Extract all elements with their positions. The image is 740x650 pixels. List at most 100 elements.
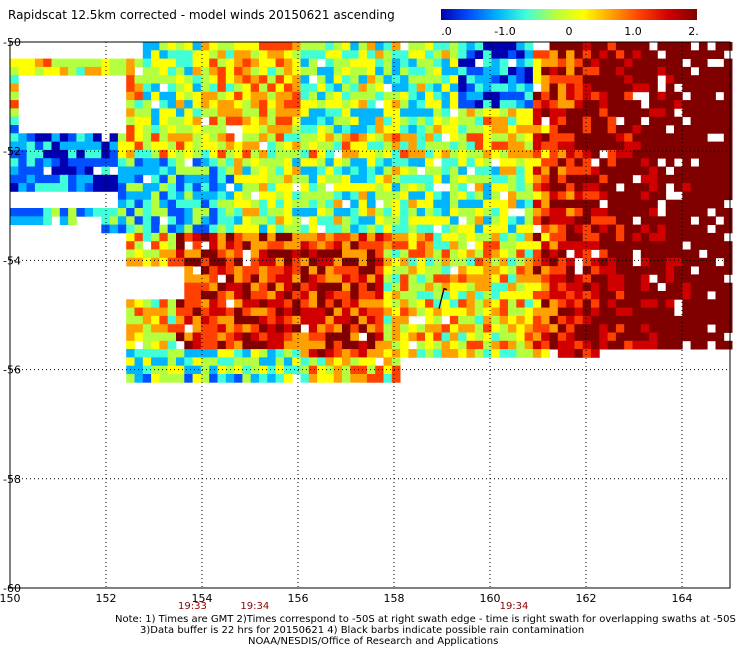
wind-cell (624, 324, 633, 333)
wind-cell (416, 291, 426, 300)
wind-cell (375, 257, 384, 267)
wind-cell (342, 232, 351, 242)
wind-cell (707, 315, 716, 325)
wind-cell (126, 374, 135, 383)
wind-cell (483, 166, 492, 176)
wind-cell (383, 257, 393, 267)
wind-cell (499, 332, 509, 342)
wind-cell (624, 191, 633, 201)
wind-cell (375, 149, 384, 159)
wind-cell (366, 141, 376, 151)
wind-cell (242, 191, 252, 201)
wind-cell (134, 332, 144, 342)
wind-cell (449, 183, 459, 192)
wind-cell (541, 216, 550, 225)
wind-cell (366, 75, 376, 84)
latitude-label: -52 (3, 145, 21, 158)
wind-cell (441, 266, 451, 275)
wind-cell (466, 315, 476, 325)
wind-cell (308, 224, 318, 234)
wind-cell (34, 166, 44, 176)
wind-cell (350, 83, 359, 93)
wind-cell (366, 332, 376, 342)
wind-cell (126, 66, 135, 76)
wind-cell (723, 116, 733, 126)
wind-cell (192, 183, 202, 192)
wind-cell (209, 224, 218, 234)
wind-cell (151, 75, 160, 84)
wind-cell (599, 183, 608, 192)
wind-cell (259, 208, 268, 217)
wind-cell (549, 241, 559, 250)
wind-cell (541, 257, 550, 267)
wind-cell (491, 257, 501, 267)
wind-cell (458, 307, 467, 317)
wind-cell (674, 183, 683, 192)
wind-cell (723, 282, 733, 292)
wind-cell (242, 116, 252, 126)
wind-cell (474, 42, 484, 51)
wind-cell (516, 249, 525, 259)
wind-cell (209, 232, 218, 242)
wind-cell (366, 274, 376, 284)
wind-cell (624, 291, 633, 300)
wind-cell (342, 340, 351, 350)
wind-cell (250, 125, 260, 134)
wind-cell (51, 149, 61, 159)
wind-cell (483, 291, 492, 300)
wind-cell (541, 299, 550, 308)
wind-cell (217, 365, 227, 375)
wind-cell (549, 141, 559, 151)
wind-cell (615, 125, 625, 134)
wind-cell (591, 299, 600, 308)
wind-cell (449, 332, 459, 342)
wind-cell (632, 75, 642, 84)
wind-cell (209, 199, 218, 209)
wind-cell (300, 349, 310, 358)
latitude-label: -60 (3, 582, 21, 595)
wind-cell (624, 116, 633, 126)
wind-cell (325, 66, 335, 76)
wind-cell (524, 249, 534, 259)
wind-cell (10, 166, 19, 176)
wind-cell (76, 66, 86, 76)
wind-cell (325, 125, 335, 134)
wind-cell (698, 257, 708, 267)
wind-cell (449, 42, 459, 51)
time-label: 19:34 (500, 601, 529, 612)
wind-cell (209, 274, 218, 284)
wind-cell (308, 307, 318, 317)
wind-cell (599, 324, 608, 333)
wind-cell (698, 216, 708, 225)
wind-cell (516, 91, 525, 101)
wind-cell (532, 149, 542, 159)
wind-cell (192, 357, 202, 367)
wind-cell (10, 174, 19, 184)
wind-cell (408, 91, 418, 101)
wind-cell (375, 91, 384, 101)
colorbar-tick-label: 1.0 (624, 25, 642, 38)
wind-cell (200, 315, 210, 325)
wind-cell (59, 216, 69, 225)
wind-cell (599, 216, 608, 225)
wind-cell (234, 357, 243, 367)
wind-cell (151, 108, 160, 118)
wind-cell (391, 158, 401, 167)
wind-cell (10, 100, 19, 109)
wind-cell (101, 216, 110, 225)
wind-cell (591, 282, 600, 292)
wind-cell (557, 66, 567, 76)
wind-cell (624, 149, 633, 159)
wind-cell (350, 183, 359, 192)
wind-cell (242, 174, 252, 184)
wind-cell (250, 116, 260, 126)
wind-cell (557, 91, 567, 101)
wind-cell (723, 216, 733, 225)
wind-cell (566, 174, 575, 184)
wind-cell (358, 42, 368, 51)
wind-cell (225, 307, 235, 317)
wind-cell (184, 299, 193, 308)
wind-cell (649, 133, 658, 142)
wind-cell (607, 66, 617, 76)
wind-cell (723, 149, 733, 159)
